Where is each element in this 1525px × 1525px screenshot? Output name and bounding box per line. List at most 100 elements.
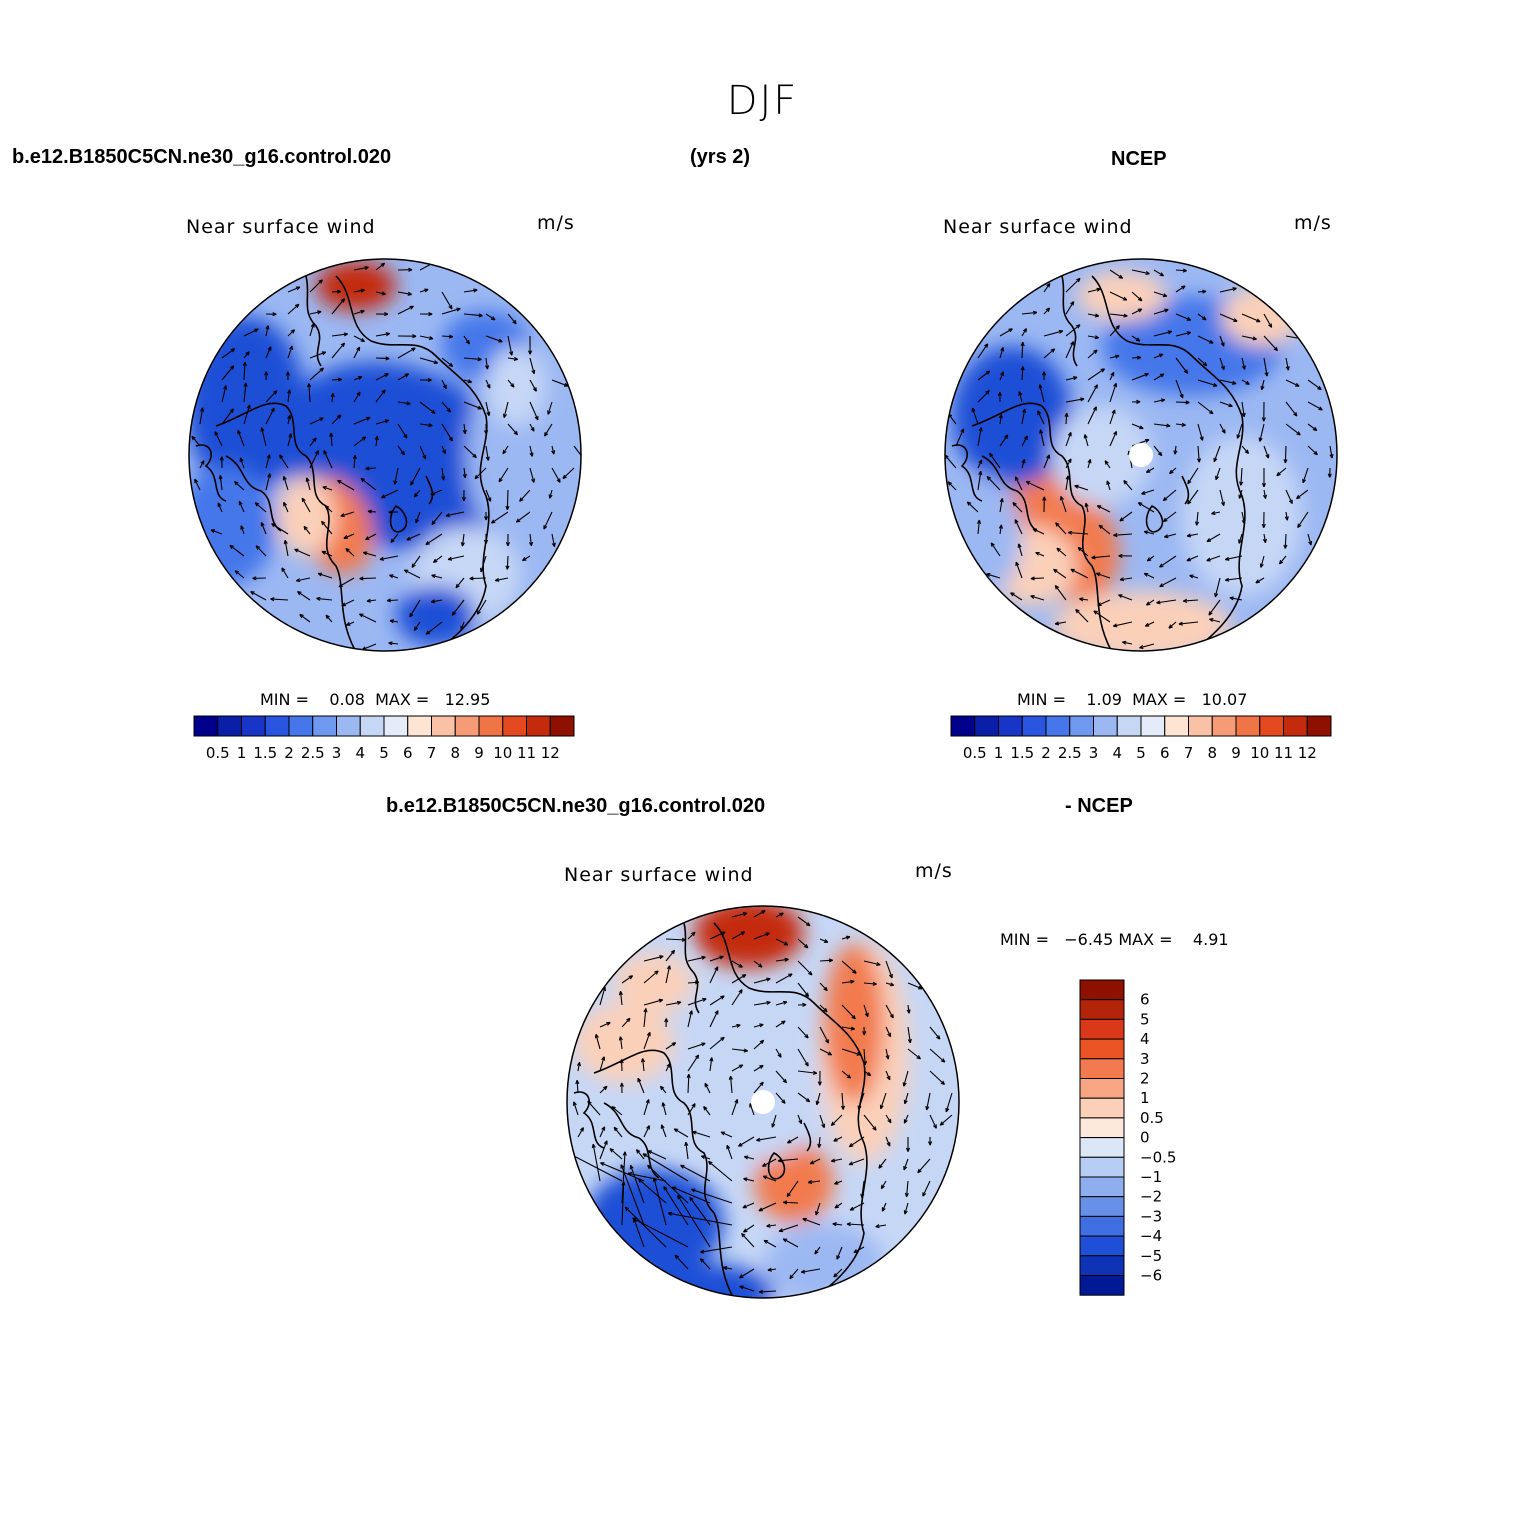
obs-colorbar-swatch bbox=[1188, 715, 1213, 737]
diff-colorbar-swatch bbox=[1079, 1235, 1125, 1257]
diff-colorbar-tick-label: 5 bbox=[1140, 1010, 1150, 1028]
pole-mask bbox=[1129, 443, 1153, 467]
model-max-label: MAX = bbox=[375, 690, 430, 709]
field-region bbox=[945, 476, 1022, 596]
field-region bbox=[276, 476, 336, 556]
obs-panel-units: m/s bbox=[1294, 212, 1332, 234]
coastlines bbox=[195, 275, 490, 651]
main-title: DJF bbox=[726, 78, 799, 124]
pole-mask bbox=[751, 1090, 775, 1114]
diff-colorbar-swatch bbox=[1079, 1078, 1125, 1099]
wind-vectors bbox=[567, 910, 953, 1294]
globe-border bbox=[188, 258, 582, 652]
field-region bbox=[764, 1223, 884, 1298]
diff-max-value: 4.91 bbox=[1192, 930, 1229, 949]
diff-colorbar-tick-label: −5 bbox=[1140, 1247, 1162, 1265]
diff-colorbar-tick-label: 0 bbox=[1140, 1129, 1150, 1147]
obs-colorbar-tick-label: 4 bbox=[1112, 744, 1122, 762]
obs-colorbar-swatch bbox=[1021, 715, 1047, 737]
model-colorbar-swatch bbox=[549, 715, 575, 737]
obs-colorbar-tick-label: 10 bbox=[1250, 744, 1269, 762]
field-region bbox=[574, 1003, 674, 1083]
model-colorbar-swatch bbox=[359, 715, 385, 737]
model-panel-units: m/s bbox=[537, 212, 575, 234]
diff-colorbar-tick-label: 3 bbox=[1140, 1050, 1150, 1068]
field-region bbox=[396, 586, 476, 646]
diff-colorbar-swatch bbox=[1079, 1137, 1125, 1158]
obs-min-label: MIN = bbox=[1017, 690, 1066, 709]
obs-colorbar-tick-label: 1 bbox=[994, 744, 1004, 762]
model-colorbar-swatch bbox=[407, 715, 432, 737]
model-colorbar-tick-label: 10 bbox=[493, 744, 512, 762]
model-colorbar-swatch bbox=[454, 715, 480, 737]
model-colorbar: 0.5 1 1.5 2 2.5 3 4 5 6 7 8 9 10 11 12 bbox=[193, 715, 575, 762]
diff-colorbar-swatch bbox=[1079, 1176, 1125, 1198]
field-region bbox=[316, 261, 396, 311]
model-min-label: MIN = bbox=[260, 690, 309, 709]
model-colorbar-tick-label: 2.5 bbox=[301, 744, 325, 762]
obs-colorbar-tick-label: 9 bbox=[1231, 744, 1241, 762]
diff-min-max: MIN = −6.45 MAX = 4.91 bbox=[1000, 930, 1229, 949]
model-colorbar-swatch bbox=[288, 715, 314, 737]
model-min-max: MIN = 0.08 MAX = 12.95 bbox=[260, 690, 490, 709]
obs-wind-map bbox=[944, 258, 1338, 652]
obs-colorbar-tick-label: 6 bbox=[1160, 744, 1170, 762]
diff-max-label: MAX = bbox=[1118, 930, 1173, 949]
years-label: (yrs 2) bbox=[690, 146, 751, 168]
obs-colorbar-swatch bbox=[1164, 715, 1189, 737]
model-colorbar-swatch bbox=[502, 715, 527, 737]
model-colorbar-swatch bbox=[526, 715, 551, 737]
model-colorbar-tick-label: 11 bbox=[517, 744, 536, 762]
diff-colorbar-swatch bbox=[1079, 1117, 1125, 1139]
obs-colorbar-swatch bbox=[1069, 715, 1094, 737]
obs-colorbar-tick-label: 11 bbox=[1274, 744, 1293, 762]
model-colorbar-tick-label: 2 bbox=[284, 744, 294, 762]
model-min-value: 0.08 bbox=[329, 690, 365, 709]
diff-colorbar-tick-label: −4 bbox=[1140, 1227, 1162, 1245]
obs-min-value: 1.09 bbox=[1086, 690, 1122, 709]
obs-min-max: MIN = 1.09 MAX = 10.07 bbox=[1017, 690, 1247, 709]
diff-colorbar-tick-label: 1 bbox=[1140, 1089, 1150, 1107]
model-colorbar-tick-label: 8 bbox=[450, 744, 460, 762]
model-colorbar-swatch bbox=[193, 715, 219, 737]
diff-colorbar-tick-label: 6 bbox=[1140, 991, 1150, 1009]
obs-colorbar-tick-label: 8 bbox=[1207, 744, 1217, 762]
model-colorbar-swatch bbox=[336, 715, 361, 737]
diff-panel-title: Near surface wind bbox=[564, 864, 754, 886]
obs-colorbar-swatch bbox=[1306, 715, 1332, 737]
case-name-label: b.e12.B1850C5CN.ne30_g16.control.020 bbox=[12, 146, 392, 168]
field-region bbox=[694, 906, 804, 968]
obs-colorbar-swatch bbox=[998, 715, 1023, 737]
model-colorbar-tick-label: 7 bbox=[427, 744, 437, 762]
diff-colorbar-tick-label: −0.5 bbox=[1140, 1148, 1176, 1166]
obs-colorbar-swatch bbox=[1093, 715, 1118, 737]
obs-max-label: MAX = bbox=[1132, 690, 1187, 709]
model-colorbar-swatch bbox=[478, 715, 504, 737]
diff-case-label: b.e12.B1850C5CN.ne30_g16.control.020 bbox=[386, 795, 766, 817]
diff-colorbar-swatch bbox=[1079, 1097, 1125, 1119]
diff-colorbar-swatch bbox=[1079, 1058, 1125, 1080]
field-region bbox=[1182, 436, 1302, 596]
diff-colorbar-swatch bbox=[1079, 999, 1125, 1020]
obs-max-value: 10.07 bbox=[1201, 690, 1248, 709]
obs-colorbar-swatch bbox=[1140, 715, 1166, 737]
model-colorbar-tick-label: 5 bbox=[379, 744, 389, 762]
field-region bbox=[614, 953, 694, 1013]
globe-border bbox=[944, 258, 1338, 652]
diff-colorbar-swatch bbox=[1079, 1196, 1125, 1217]
coastlines bbox=[951, 275, 1246, 651]
diff-min-label: MIN = bbox=[1000, 930, 1049, 949]
model-panel-title: Near surface wind bbox=[186, 216, 376, 238]
field-region bbox=[189, 316, 306, 496]
model-colorbar-tick-label: 12 bbox=[541, 744, 560, 762]
field-region bbox=[824, 943, 884, 1103]
wind-vectors bbox=[191, 260, 581, 651]
obs-colorbar-tick-label: 2 bbox=[1041, 744, 1051, 762]
obs-colorbar-tick-label: 7 bbox=[1184, 744, 1194, 762]
obs-colorbar: 0.5 1 1.5 2 2.5 3 4 5 6 7 8 9 10 11 12 bbox=[950, 715, 1332, 762]
diff-colorbar-swatch bbox=[1079, 1275, 1125, 1296]
diff-panel-units: m/s bbox=[915, 860, 953, 882]
diff-colorbar-swatch bbox=[1079, 1018, 1125, 1040]
field-region bbox=[1052, 591, 1232, 651]
